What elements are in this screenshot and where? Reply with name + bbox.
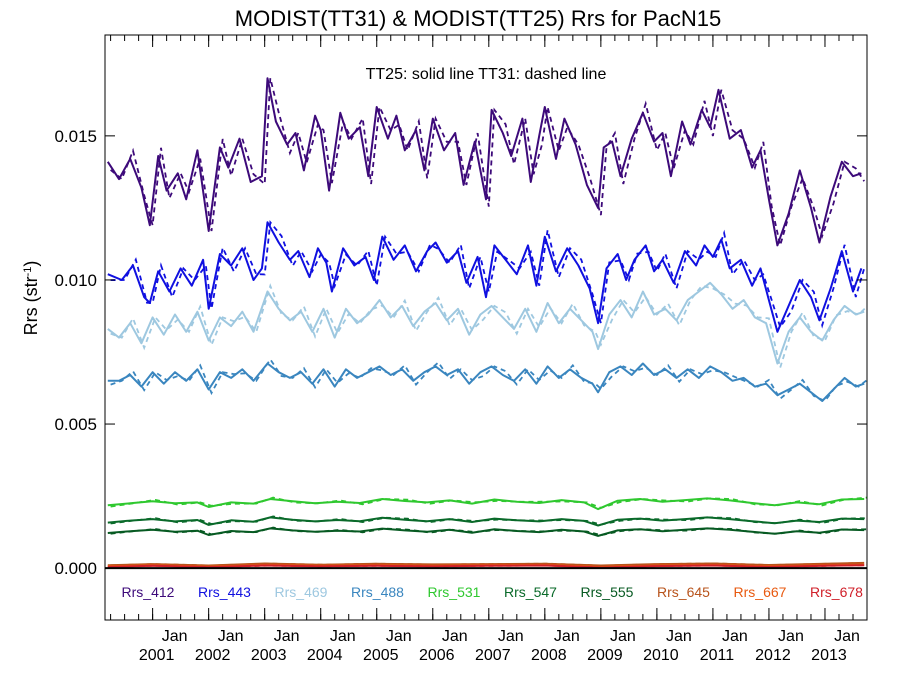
series-line-rrs-531-solid xyxy=(107,497,865,511)
series-line-rrs-547-solid xyxy=(107,516,865,527)
series-line-rrs-555-solid xyxy=(107,527,865,537)
x-tick-label-year: 2009 xyxy=(587,647,623,664)
x-tick-label-year: 2004 xyxy=(307,647,343,664)
legend: Rrs_412 Rrs_443 Rrs_469 Rrs_488 Rrs_531 Rrs_5… xyxy=(122,584,864,600)
series-line-rrs-412-solid xyxy=(106,77,862,247)
y-axis-label-text: Rrs (str xyxy=(21,276,41,335)
x-tick-label-month: Jan xyxy=(498,628,524,645)
series-line-rrs-488-dashed xyxy=(110,357,867,403)
series-line-rrs-412-dashed xyxy=(110,77,865,246)
x-tick-label-year: 2005 xyxy=(363,647,399,664)
series-line-rrs-443-dashed xyxy=(110,220,866,330)
legend-item-rrs-412: Rrs_412 xyxy=(122,584,175,600)
y-axis-label: Rrs (str-1) xyxy=(21,261,41,336)
x-tick-label-year: 2001 xyxy=(139,647,175,664)
x-tick-label-year: 2008 xyxy=(531,647,567,664)
x-tick-label-month: Jan xyxy=(442,628,468,645)
x-tick-label-year: 2003 xyxy=(251,647,287,664)
legend-item-rrs-488: Rrs_488 xyxy=(351,584,404,600)
series-line-rrs-678-dashed xyxy=(110,564,867,569)
x-axis: Jan 2001 Jan 2002 Jan 2003 Jan 2004 Jan 2005 Jan 20… xyxy=(110,35,868,664)
x-tick-label-year: 2007 xyxy=(475,647,511,664)
x-tick-label-year: 2002 xyxy=(195,647,231,664)
x-tick-label-month: Jan xyxy=(554,628,580,645)
x-tick-label-month: Jan xyxy=(386,628,412,645)
y-axis-label-superscript: -1 xyxy=(22,267,34,277)
series-line-rrs-488-solid xyxy=(107,362,865,402)
y-axis: 0.000 0.005 0.010 0.015 xyxy=(54,127,867,578)
series-line-rrs-555-dashed xyxy=(110,526,867,537)
legend-item-rrs-667: Rrs_667 xyxy=(734,584,787,600)
plot-frame xyxy=(104,34,868,621)
legend-item-rrs-531: Rrs_531 xyxy=(428,584,481,600)
x-tick-label-year: 2012 xyxy=(755,647,791,664)
x-tick-label-year: 2010 xyxy=(643,647,679,664)
x-tick-label-month: Jan xyxy=(666,628,692,645)
y-tick-label: 0.005 xyxy=(54,415,97,434)
legend-item-rrs-443: Rrs_443 xyxy=(198,584,251,600)
series-line-rrs-531-dashed xyxy=(110,496,867,509)
y-tick-label: 0.000 xyxy=(54,559,97,578)
chart-title: MODIST(TT31) & MODIST(TT25) Rrs for PacN… xyxy=(235,6,722,31)
x-tick-label-month: Jan xyxy=(834,628,860,645)
x-tick-label-year: 2013 xyxy=(811,647,847,664)
series-line-rrs-547-dashed xyxy=(110,515,867,526)
series-line-rrs-443-solid xyxy=(107,221,863,333)
x-tick-label-month: Jan xyxy=(162,628,188,645)
x-tick-label-year: 2006 xyxy=(419,647,455,664)
x-tick-label-month: Jan xyxy=(274,628,300,645)
chart-annotation: TT25: solid line TT31: dashed line xyxy=(366,66,607,83)
series-layer xyxy=(106,77,867,569)
y-tick-label: 0.015 xyxy=(54,127,97,146)
series-line-rrs-469-solid xyxy=(107,281,865,365)
x-tick-label-month: Jan xyxy=(610,628,636,645)
legend-item-rrs-645: Rrs_645 xyxy=(657,584,710,600)
legend-item-rrs-469: Rrs_469 xyxy=(275,584,328,600)
x-tick-label-month: Jan xyxy=(330,628,356,645)
legend-item-rrs-678: Rrs_678 xyxy=(810,584,863,600)
y-axis-label-close: ) xyxy=(21,261,41,267)
legend-item-rrs-547: Rrs_547 xyxy=(504,584,557,600)
x-tick-label-month: Jan xyxy=(218,628,244,645)
x-tick-label-year: 2011 xyxy=(700,647,735,664)
series-line-rrs-469-dashed xyxy=(110,283,867,372)
y-tick-label: 0.010 xyxy=(54,271,97,290)
legend-item-rrs-555: Rrs_555 xyxy=(581,584,634,600)
x-tick-label-month: Jan xyxy=(722,628,748,645)
series-line-rrs-645-dashed xyxy=(110,561,867,567)
x-tick-label-month: Jan xyxy=(778,628,804,645)
